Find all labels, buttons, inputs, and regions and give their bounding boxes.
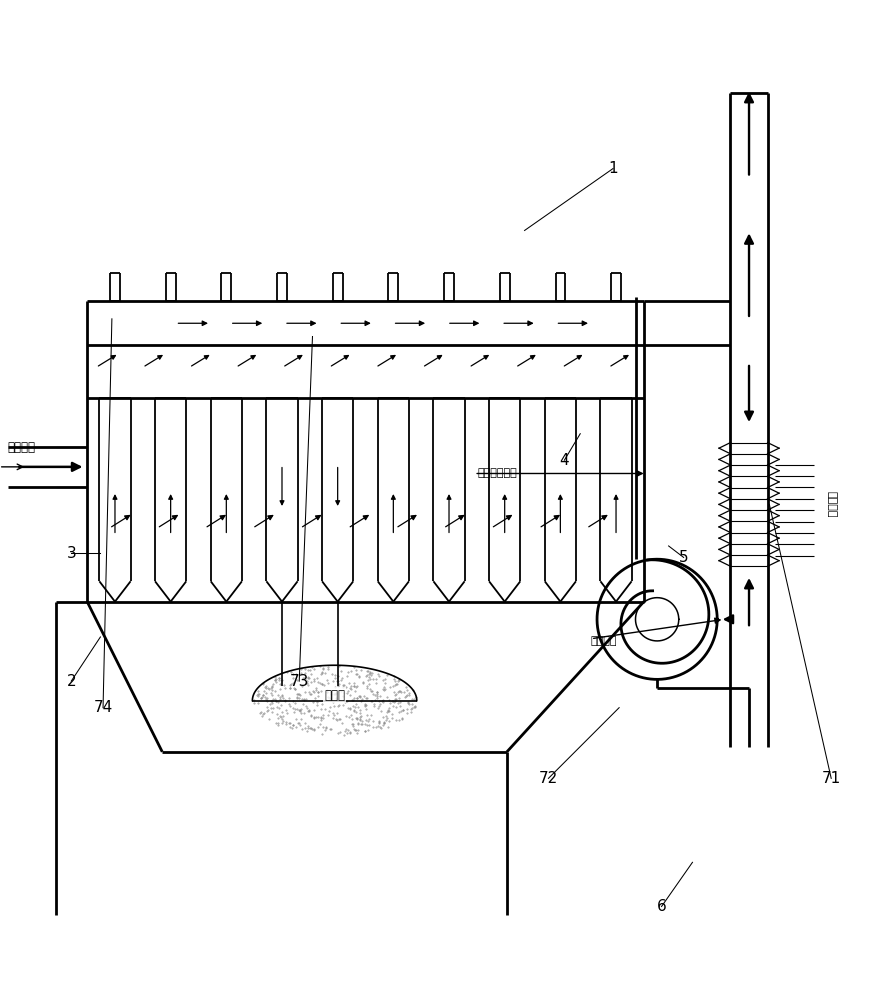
Text: 3: 3: [66, 546, 76, 561]
Text: 高温洁净尾气: 高温洁净尾气: [478, 468, 517, 478]
Text: 72: 72: [539, 771, 558, 786]
Text: 1: 1: [608, 161, 618, 176]
Text: 高温空气: 高温空气: [826, 491, 836, 518]
Text: 高温空气: 高温空气: [591, 636, 617, 646]
Text: 73: 73: [290, 674, 309, 689]
Text: 6: 6: [657, 899, 666, 914]
Text: 高温尾气: 高温尾气: [8, 441, 36, 454]
Text: 回收粉: 回收粉: [324, 689, 345, 702]
Text: 2: 2: [66, 674, 76, 689]
Text: 5: 5: [679, 550, 689, 565]
Text: 74: 74: [94, 700, 112, 715]
Text: 4: 4: [559, 453, 569, 468]
Text: 71: 71: [822, 771, 841, 786]
